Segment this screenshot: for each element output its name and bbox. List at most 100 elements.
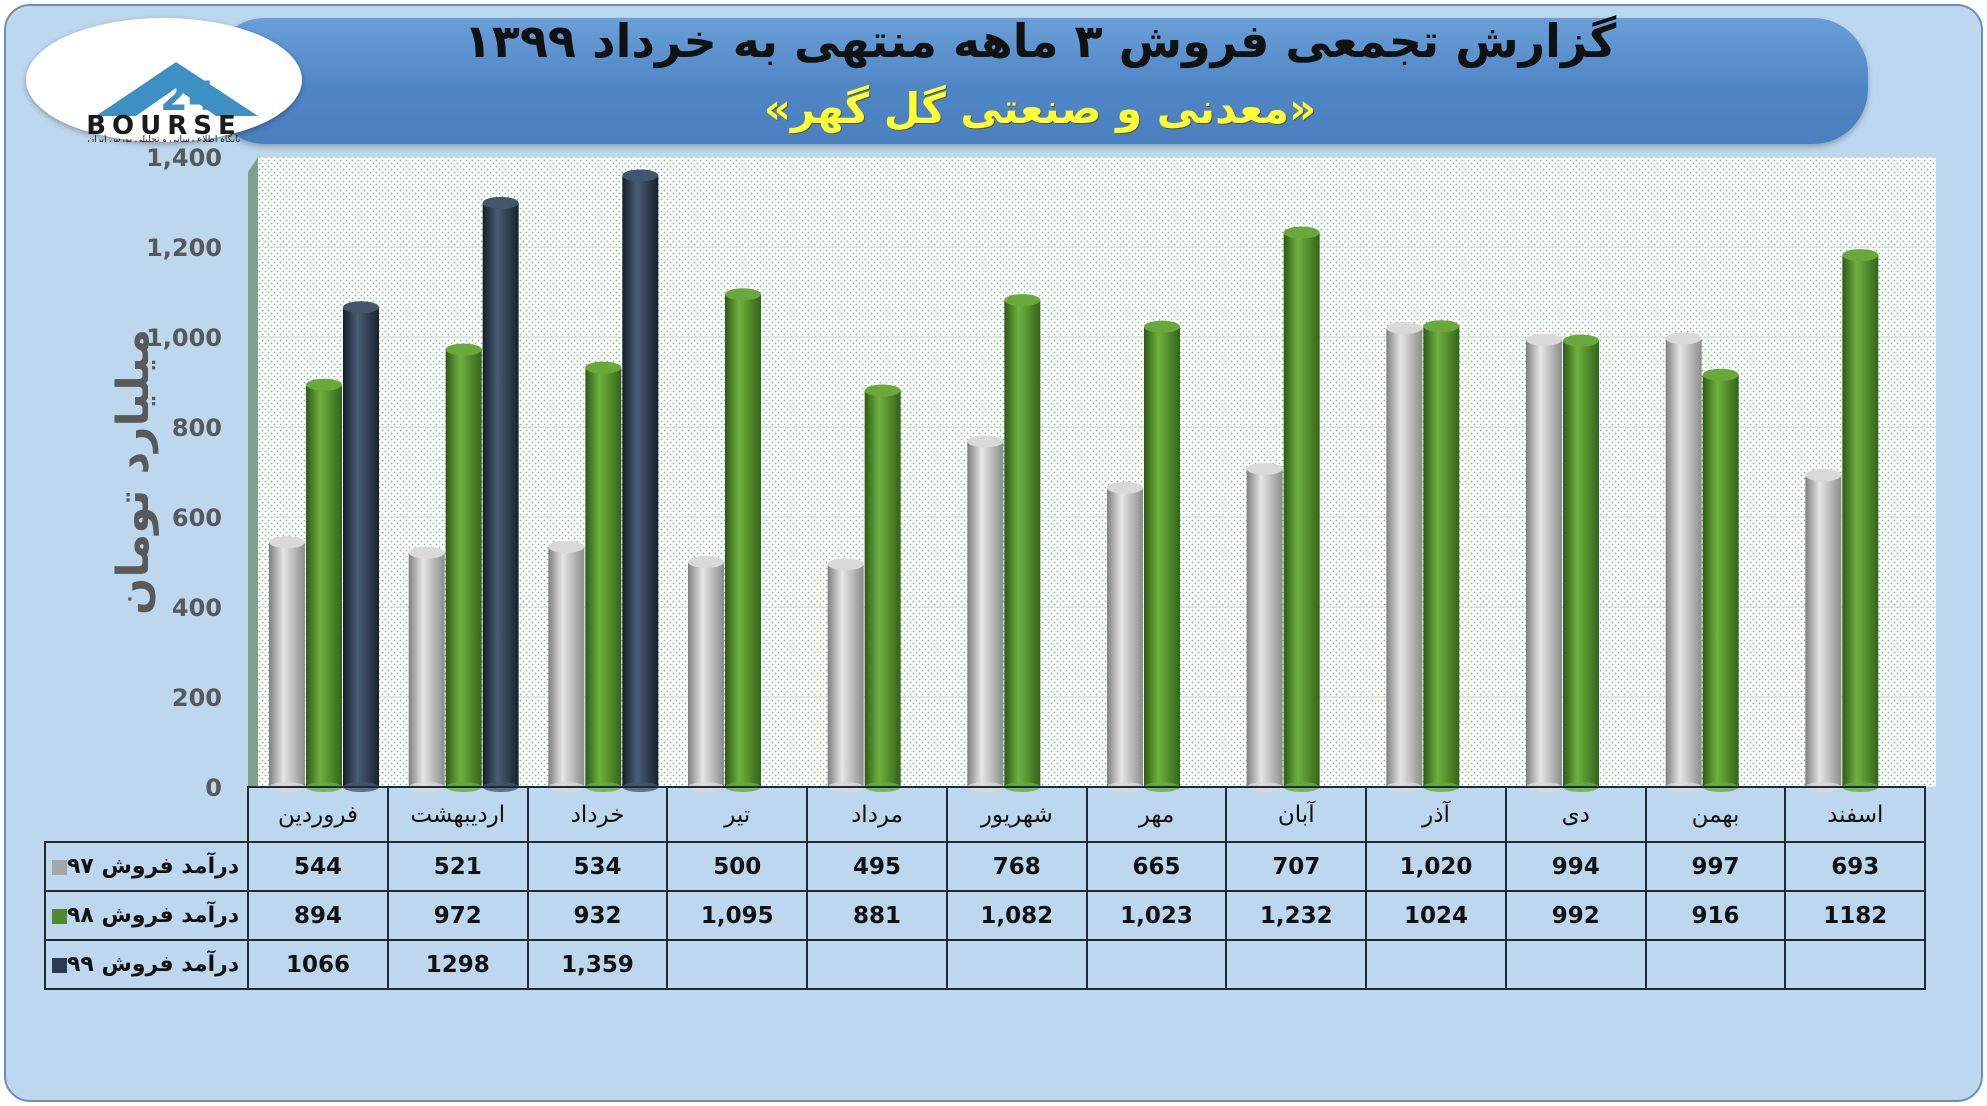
bar-cap <box>1526 333 1562 346</box>
bar-cap <box>445 343 482 356</box>
bar <box>1386 328 1423 787</box>
bar <box>306 384 342 787</box>
bar <box>1702 374 1739 787</box>
data-label: 1066 <box>247 939 389 990</box>
bar <box>1107 487 1143 787</box>
title-banner <box>210 18 1868 144</box>
x-tick-label: مرداد <box>806 786 948 843</box>
data-label <box>666 939 809 990</box>
bar-cap <box>1842 249 1879 262</box>
bar-cap <box>482 196 519 209</box>
bar <box>864 390 901 787</box>
data-label: 500 <box>666 841 809 892</box>
bar <box>967 441 1004 787</box>
bar-cap <box>1563 334 1599 347</box>
data-label: 1,359 <box>526 939 669 990</box>
x-tick-label: اردیبهشت <box>386 786 529 843</box>
bar-cap <box>688 556 724 568</box>
legend-entry: درآمد فروش ۹۷ <box>43 841 250 892</box>
data-label: 534 <box>526 841 669 892</box>
data-label: 707 <box>1225 841 1368 892</box>
table-row: درآمد فروش ۹۸ 894 972 932 1,095 881 1,082 1,023… <box>43 890 1927 941</box>
data-label: 1024 <box>1365 890 1507 941</box>
data-label: 932 <box>526 890 669 941</box>
legend-label: درآمد فروش ۹۸ <box>67 903 240 928</box>
bar-cap <box>1283 226 1320 239</box>
chart-title: گزارش تجمعی فروش ۳ ماهه منتهی به خرداد ۱… <box>463 14 1617 68</box>
legend-swatch <box>52 957 67 973</box>
data-label: 521 <box>386 841 529 892</box>
data-label <box>806 939 948 990</box>
bar <box>622 175 659 787</box>
data-label: 994 <box>1504 841 1647 892</box>
x-tick-label: اسفند <box>1784 786 1927 843</box>
y-tick-label: 400 <box>172 594 222 622</box>
data-label: 1,095 <box>666 890 809 941</box>
bar <box>1283 232 1320 788</box>
bar <box>1144 326 1180 787</box>
data-label: 916 <box>1644 890 1787 941</box>
chart-subtitle: «معدنی و صنعتی گل گهر» <box>763 84 1317 133</box>
plot-area <box>258 157 1936 787</box>
x-tick-label: شهریور <box>945 786 1088 843</box>
y-tick-label: 800 <box>172 414 222 442</box>
bar-cap <box>1665 332 1702 345</box>
x-tick-label: فروردین <box>247 786 389 843</box>
data-label: 894 <box>247 890 389 941</box>
data-label <box>1225 939 1368 990</box>
data-label: 1,082 <box>945 890 1088 941</box>
data-label: 665 <box>1085 841 1228 892</box>
data-label <box>1644 939 1787 990</box>
data-label: 495 <box>806 841 948 892</box>
x-tick-label: تیر <box>666 786 809 843</box>
table-row: درآمد فروش ۹۹ 1066 1298 1,359 <box>43 939 1927 990</box>
x-tick-label: آبان <box>1225 786 1368 843</box>
x-tick-label: بهمن <box>1644 786 1787 843</box>
bar-cap <box>1805 469 1842 482</box>
bar <box>1246 468 1283 787</box>
bar <box>269 542 305 787</box>
bar <box>1665 338 1702 787</box>
bar-cap <box>1144 320 1180 333</box>
data-label: 1,020 <box>1365 841 1507 892</box>
data-label <box>1365 939 1507 990</box>
x-tick-label: آذر <box>1365 786 1507 843</box>
data-label: 1298 <box>386 939 529 990</box>
grid-lines <box>258 156 1936 788</box>
bar <box>688 562 724 787</box>
data-label: 1,232 <box>1225 890 1368 941</box>
bar <box>548 546 585 787</box>
plot-side-wall <box>248 157 258 787</box>
data-label: 881 <box>806 890 948 941</box>
bar-cap <box>306 378 342 391</box>
legend-label: درآمد فروش ۹۹ <box>67 952 240 977</box>
bar-cap <box>585 361 622 374</box>
data-label: 693 <box>1784 841 1927 892</box>
bar-cap <box>1004 294 1041 307</box>
x-tick-label: دی <box>1504 786 1647 843</box>
bar <box>408 552 445 787</box>
data-label: 972 <box>386 890 529 941</box>
bar <box>1004 300 1041 787</box>
bar-cap <box>967 435 1004 448</box>
data-label: 1,023 <box>1085 890 1228 941</box>
bar-cap <box>269 536 305 549</box>
bourse-logo: 24 BOURSE پایگاه اطلاع رسانی و تحلیلی بو… <box>26 18 302 145</box>
bar <box>1423 326 1460 787</box>
bar-cap <box>548 540 585 553</box>
bar <box>1526 339 1562 787</box>
bar-cap <box>1386 322 1423 334</box>
bar-cap <box>408 546 445 559</box>
bar-cap <box>622 169 659 182</box>
bar-cap <box>827 558 864 571</box>
legend-swatch <box>52 859 67 875</box>
bar-cap <box>1702 368 1739 381</box>
data-label <box>1085 939 1228 990</box>
y-tick-label: 600 <box>172 504 222 532</box>
y-tick-label: 1,400 <box>146 144 222 172</box>
y-tick-label: 1,200 <box>146 234 222 262</box>
data-label <box>1504 939 1647 990</box>
bar <box>1842 255 1879 788</box>
data-label: 1182 <box>1784 890 1927 941</box>
